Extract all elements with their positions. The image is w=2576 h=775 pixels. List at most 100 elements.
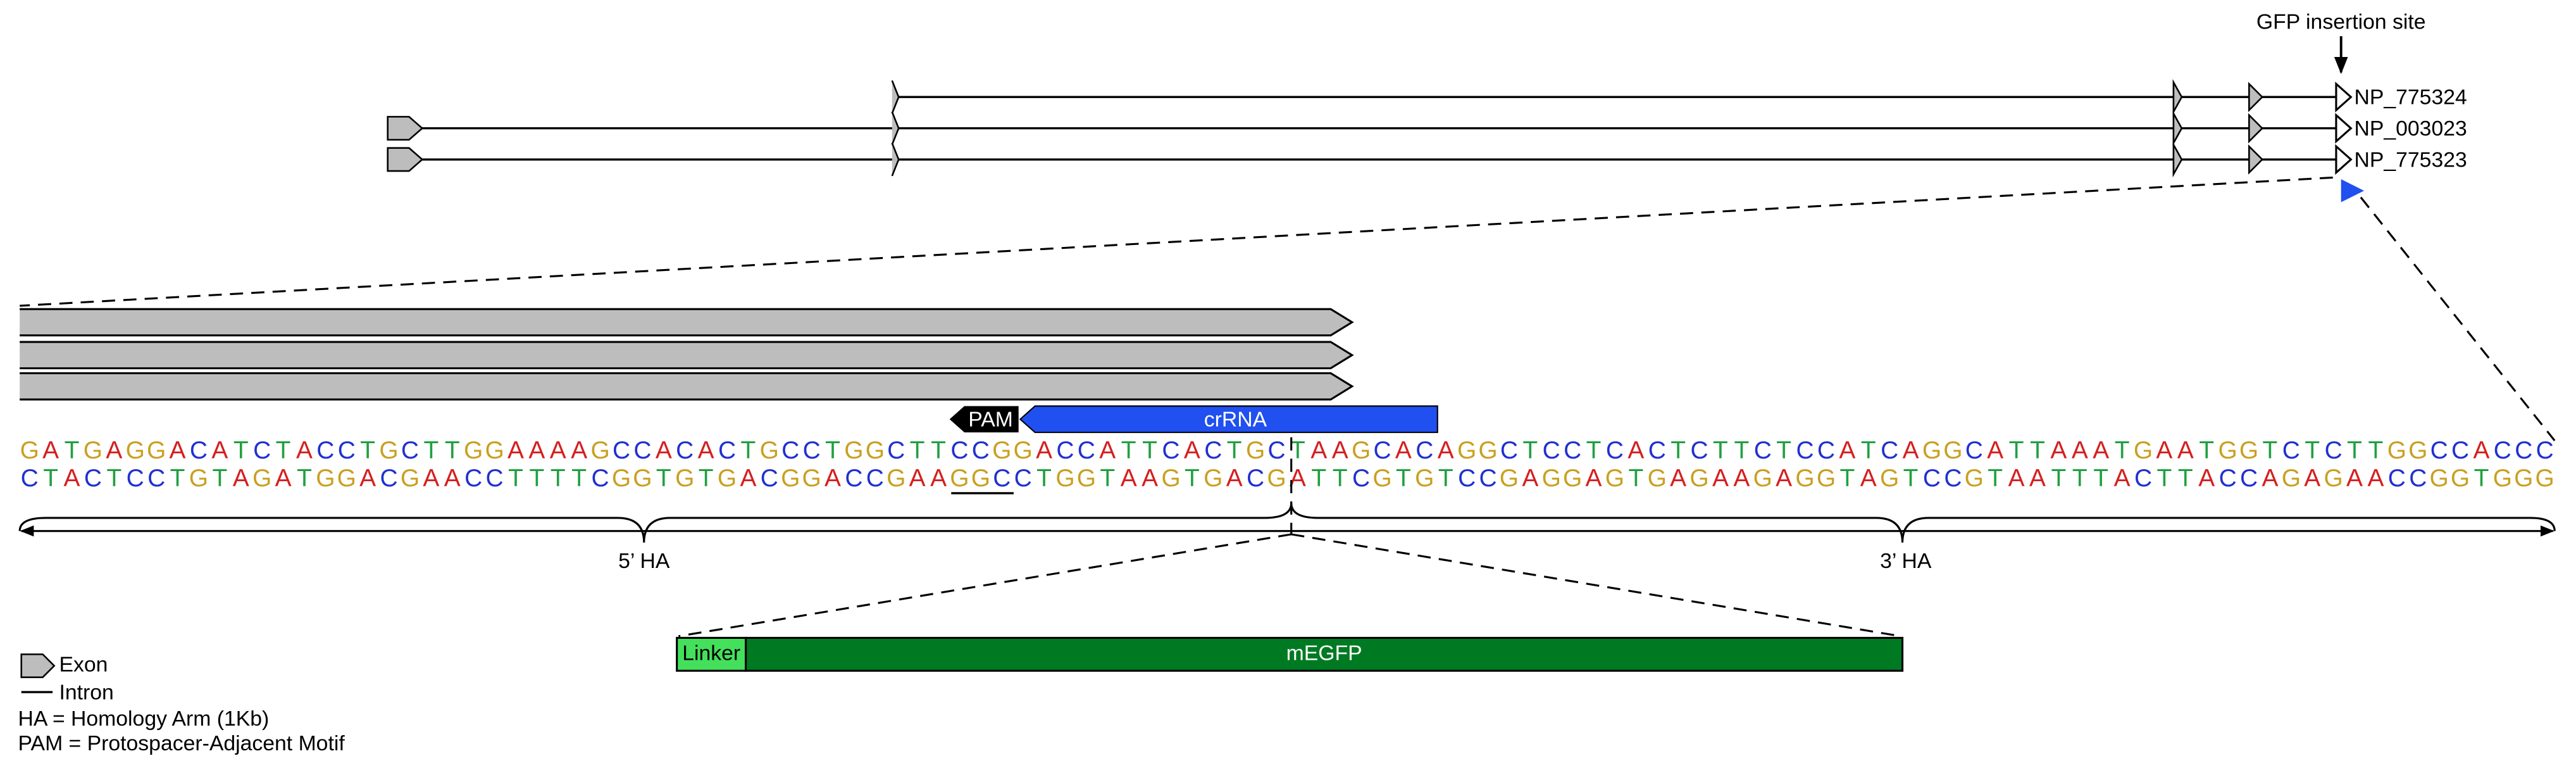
nucleotide: T: [1522, 437, 1538, 464]
nucleotide: T: [2305, 437, 2320, 464]
nucleotide: C: [1416, 437, 1433, 464]
nucleotide: A: [170, 437, 186, 464]
nucleotide: T: [1438, 465, 1453, 492]
pam-label: PAM: [968, 408, 1013, 432]
nucleotide: C: [2536, 437, 2554, 464]
nucleotide: G: [337, 465, 356, 492]
nucleotide: A: [1712, 465, 1729, 492]
nucleotide: G: [992, 437, 1011, 464]
nucleotide: G: [1563, 465, 1582, 492]
nucleotide: C: [127, 465, 144, 492]
nucleotide: C: [1944, 465, 1962, 492]
nucleotide: C: [718, 437, 736, 464]
linker-label: Linker: [682, 641, 740, 665]
nucleotide: C: [1479, 465, 1496, 492]
nucleotide: G: [844, 437, 863, 464]
nucleotide: T: [1396, 465, 1411, 492]
legend-ha: HA = Homology Arm (1Kb): [18, 707, 270, 731]
nucleotide: T: [276, 437, 291, 464]
nucleotide: G: [950, 465, 969, 492]
nucleotide: C: [1014, 465, 1032, 492]
nucleotide: A: [42, 437, 59, 464]
nucleotide: T: [1142, 437, 1157, 464]
nucleotide: G: [866, 437, 885, 464]
nucleotide: T: [931, 437, 946, 464]
nucleotide: A: [528, 437, 545, 464]
nucleotide: A: [1776, 465, 1792, 492]
nucleotide: C: [2282, 437, 2300, 464]
nucleotide: G: [590, 437, 609, 464]
nucleotide: T: [1121, 437, 1136, 464]
nucleotide: G: [1542, 465, 1561, 492]
nucleotide: T: [445, 437, 460, 464]
site-marker: [2341, 179, 2365, 203]
nucleotide: C: [993, 465, 1011, 492]
nucleotide: G: [2408, 437, 2427, 464]
nucleotide: T: [825, 437, 840, 464]
nucleotide: C: [1056, 437, 1074, 464]
nucleotide: G: [675, 465, 694, 492]
nucleotide: G: [718, 465, 737, 492]
exon: [2248, 82, 2263, 113]
nucleotide: A: [2093, 437, 2109, 464]
nucleotide: C: [2430, 437, 2448, 464]
ha-label: 5’ HA: [618, 549, 670, 573]
nucleotide: T: [2093, 465, 2108, 492]
nucleotide: G: [84, 437, 103, 464]
nucleotide: A: [2156, 437, 2172, 464]
nucleotide: T: [1036, 465, 1052, 492]
nucleotide: T: [212, 465, 227, 492]
nucleotide: C: [633, 437, 651, 464]
nucleotide: G: [126, 437, 145, 464]
nucleotide: T: [741, 437, 756, 464]
nucleotide: G: [1478, 437, 1497, 464]
nucleotide: A: [275, 465, 292, 492]
nucleotide: A: [2367, 465, 2384, 492]
nucleotide: C: [613, 437, 630, 464]
nucleotide: T: [297, 465, 312, 492]
transcript-label: NP_003023: [2354, 117, 2467, 141]
legend-exon: Exon: [59, 652, 108, 676]
nucleotide: A: [2008, 465, 2025, 492]
zoom-line: [1291, 533, 1901, 638]
nucleotide: C: [1923, 465, 1941, 492]
megfp-label: mEGFP: [1286, 641, 1362, 665]
insertion-site-label: GFP insertion site: [2256, 9, 2426, 34]
nucleotide: G: [1246, 437, 1265, 464]
zoom-line: [678, 533, 1291, 638]
nucleotide: T: [1227, 437, 1242, 464]
nucleotide: A: [359, 465, 376, 492]
nucleotide: G: [1500, 465, 1519, 492]
nucleotide: G: [2239, 437, 2258, 464]
nucleotide: G: [1457, 437, 1476, 464]
nucleotide: A: [444, 465, 461, 492]
nucleotide: T: [571, 465, 587, 492]
nucleotide: C: [147, 465, 165, 492]
nucleotide: A: [1142, 465, 1158, 492]
nucleotide: T: [360, 437, 375, 464]
legend-intron: Intron: [59, 681, 113, 705]
nucleotide: C: [2219, 465, 2237, 492]
nucleotide: T: [2474, 465, 2489, 492]
exon: [891, 142, 900, 177]
nucleotide: C: [676, 437, 694, 464]
nucleotide: A: [2473, 437, 2489, 464]
brace: [18, 503, 2556, 543]
nucleotide: G: [189, 465, 208, 492]
nucleotide: C: [2325, 437, 2343, 464]
nucleotide: C: [1754, 437, 1772, 464]
nucleotide: C: [338, 437, 356, 464]
nucleotide: T: [656, 465, 671, 492]
nucleotide: G: [1880, 465, 1899, 492]
exon: [387, 147, 424, 172]
nucleotide: G: [633, 465, 652, 492]
crrna-label: crRNA: [1204, 408, 1267, 432]
nucleotide: A: [550, 437, 566, 464]
nucleotide: T: [1713, 437, 1728, 464]
nucleotide: A: [64, 465, 80, 492]
nucleotide: C: [2134, 465, 2152, 492]
nucleotide: G: [1267, 465, 1286, 492]
nucleotide: G: [887, 465, 905, 492]
nucleotide: A: [930, 465, 947, 492]
